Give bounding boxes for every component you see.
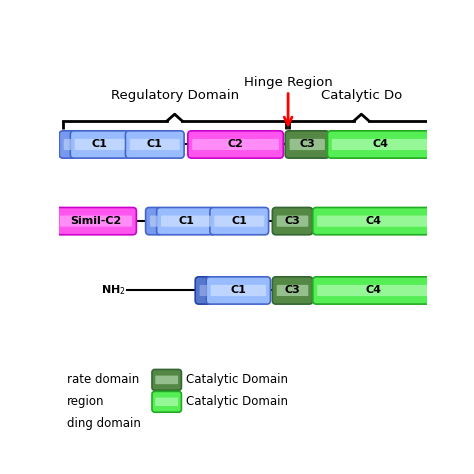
FancyBboxPatch shape bbox=[214, 216, 264, 227]
FancyBboxPatch shape bbox=[64, 139, 72, 150]
FancyBboxPatch shape bbox=[156, 208, 215, 235]
Text: rate domain: rate domain bbox=[66, 374, 139, 386]
Text: C2: C2 bbox=[228, 139, 244, 149]
FancyBboxPatch shape bbox=[192, 139, 279, 150]
FancyBboxPatch shape bbox=[55, 208, 137, 235]
FancyBboxPatch shape bbox=[70, 131, 129, 158]
FancyBboxPatch shape bbox=[313, 277, 434, 304]
FancyBboxPatch shape bbox=[313, 208, 434, 235]
FancyBboxPatch shape bbox=[317, 216, 429, 227]
FancyBboxPatch shape bbox=[150, 216, 158, 227]
Text: Hinge Region: Hinge Region bbox=[244, 76, 332, 89]
FancyBboxPatch shape bbox=[290, 139, 325, 150]
FancyBboxPatch shape bbox=[152, 369, 182, 390]
Text: C1: C1 bbox=[92, 139, 108, 149]
Text: NH$_2$: NH$_2$ bbox=[101, 283, 125, 297]
Text: Catalytic Domain: Catalytic Domain bbox=[186, 374, 288, 386]
FancyBboxPatch shape bbox=[59, 131, 76, 158]
Text: C4: C4 bbox=[373, 139, 389, 149]
Text: C1: C1 bbox=[147, 139, 163, 149]
FancyBboxPatch shape bbox=[195, 277, 212, 304]
FancyBboxPatch shape bbox=[155, 398, 178, 406]
Text: C4: C4 bbox=[365, 216, 382, 226]
FancyBboxPatch shape bbox=[188, 131, 283, 158]
FancyBboxPatch shape bbox=[206, 277, 271, 304]
Text: C1: C1 bbox=[231, 216, 247, 226]
FancyBboxPatch shape bbox=[317, 285, 429, 296]
FancyBboxPatch shape bbox=[273, 208, 313, 235]
FancyBboxPatch shape bbox=[210, 285, 266, 296]
FancyBboxPatch shape bbox=[273, 277, 313, 304]
FancyBboxPatch shape bbox=[277, 216, 308, 227]
FancyBboxPatch shape bbox=[155, 375, 178, 384]
Text: C3: C3 bbox=[285, 216, 301, 226]
Text: C3: C3 bbox=[300, 139, 315, 149]
Text: C1: C1 bbox=[230, 285, 246, 295]
FancyBboxPatch shape bbox=[75, 139, 125, 150]
FancyBboxPatch shape bbox=[328, 131, 434, 158]
Text: Simil-C2: Simil-C2 bbox=[70, 216, 122, 226]
Text: region: region bbox=[66, 395, 104, 408]
Text: C4: C4 bbox=[365, 285, 382, 295]
Text: C1: C1 bbox=[178, 216, 194, 226]
FancyBboxPatch shape bbox=[285, 131, 329, 158]
Text: Regulatory Domain: Regulatory Domain bbox=[110, 89, 239, 101]
FancyBboxPatch shape bbox=[130, 139, 180, 150]
Text: C3: C3 bbox=[285, 285, 301, 295]
Text: Catalytic Domain: Catalytic Domain bbox=[186, 395, 288, 408]
FancyBboxPatch shape bbox=[210, 208, 269, 235]
FancyBboxPatch shape bbox=[146, 208, 162, 235]
FancyBboxPatch shape bbox=[332, 139, 429, 150]
Text: ding domain: ding domain bbox=[66, 417, 140, 430]
FancyBboxPatch shape bbox=[161, 216, 211, 227]
FancyBboxPatch shape bbox=[126, 131, 184, 158]
FancyBboxPatch shape bbox=[277, 285, 308, 296]
FancyBboxPatch shape bbox=[200, 285, 207, 296]
FancyBboxPatch shape bbox=[60, 216, 132, 227]
FancyBboxPatch shape bbox=[152, 392, 182, 412]
Text: Catalytic Do: Catalytic Do bbox=[321, 89, 402, 101]
